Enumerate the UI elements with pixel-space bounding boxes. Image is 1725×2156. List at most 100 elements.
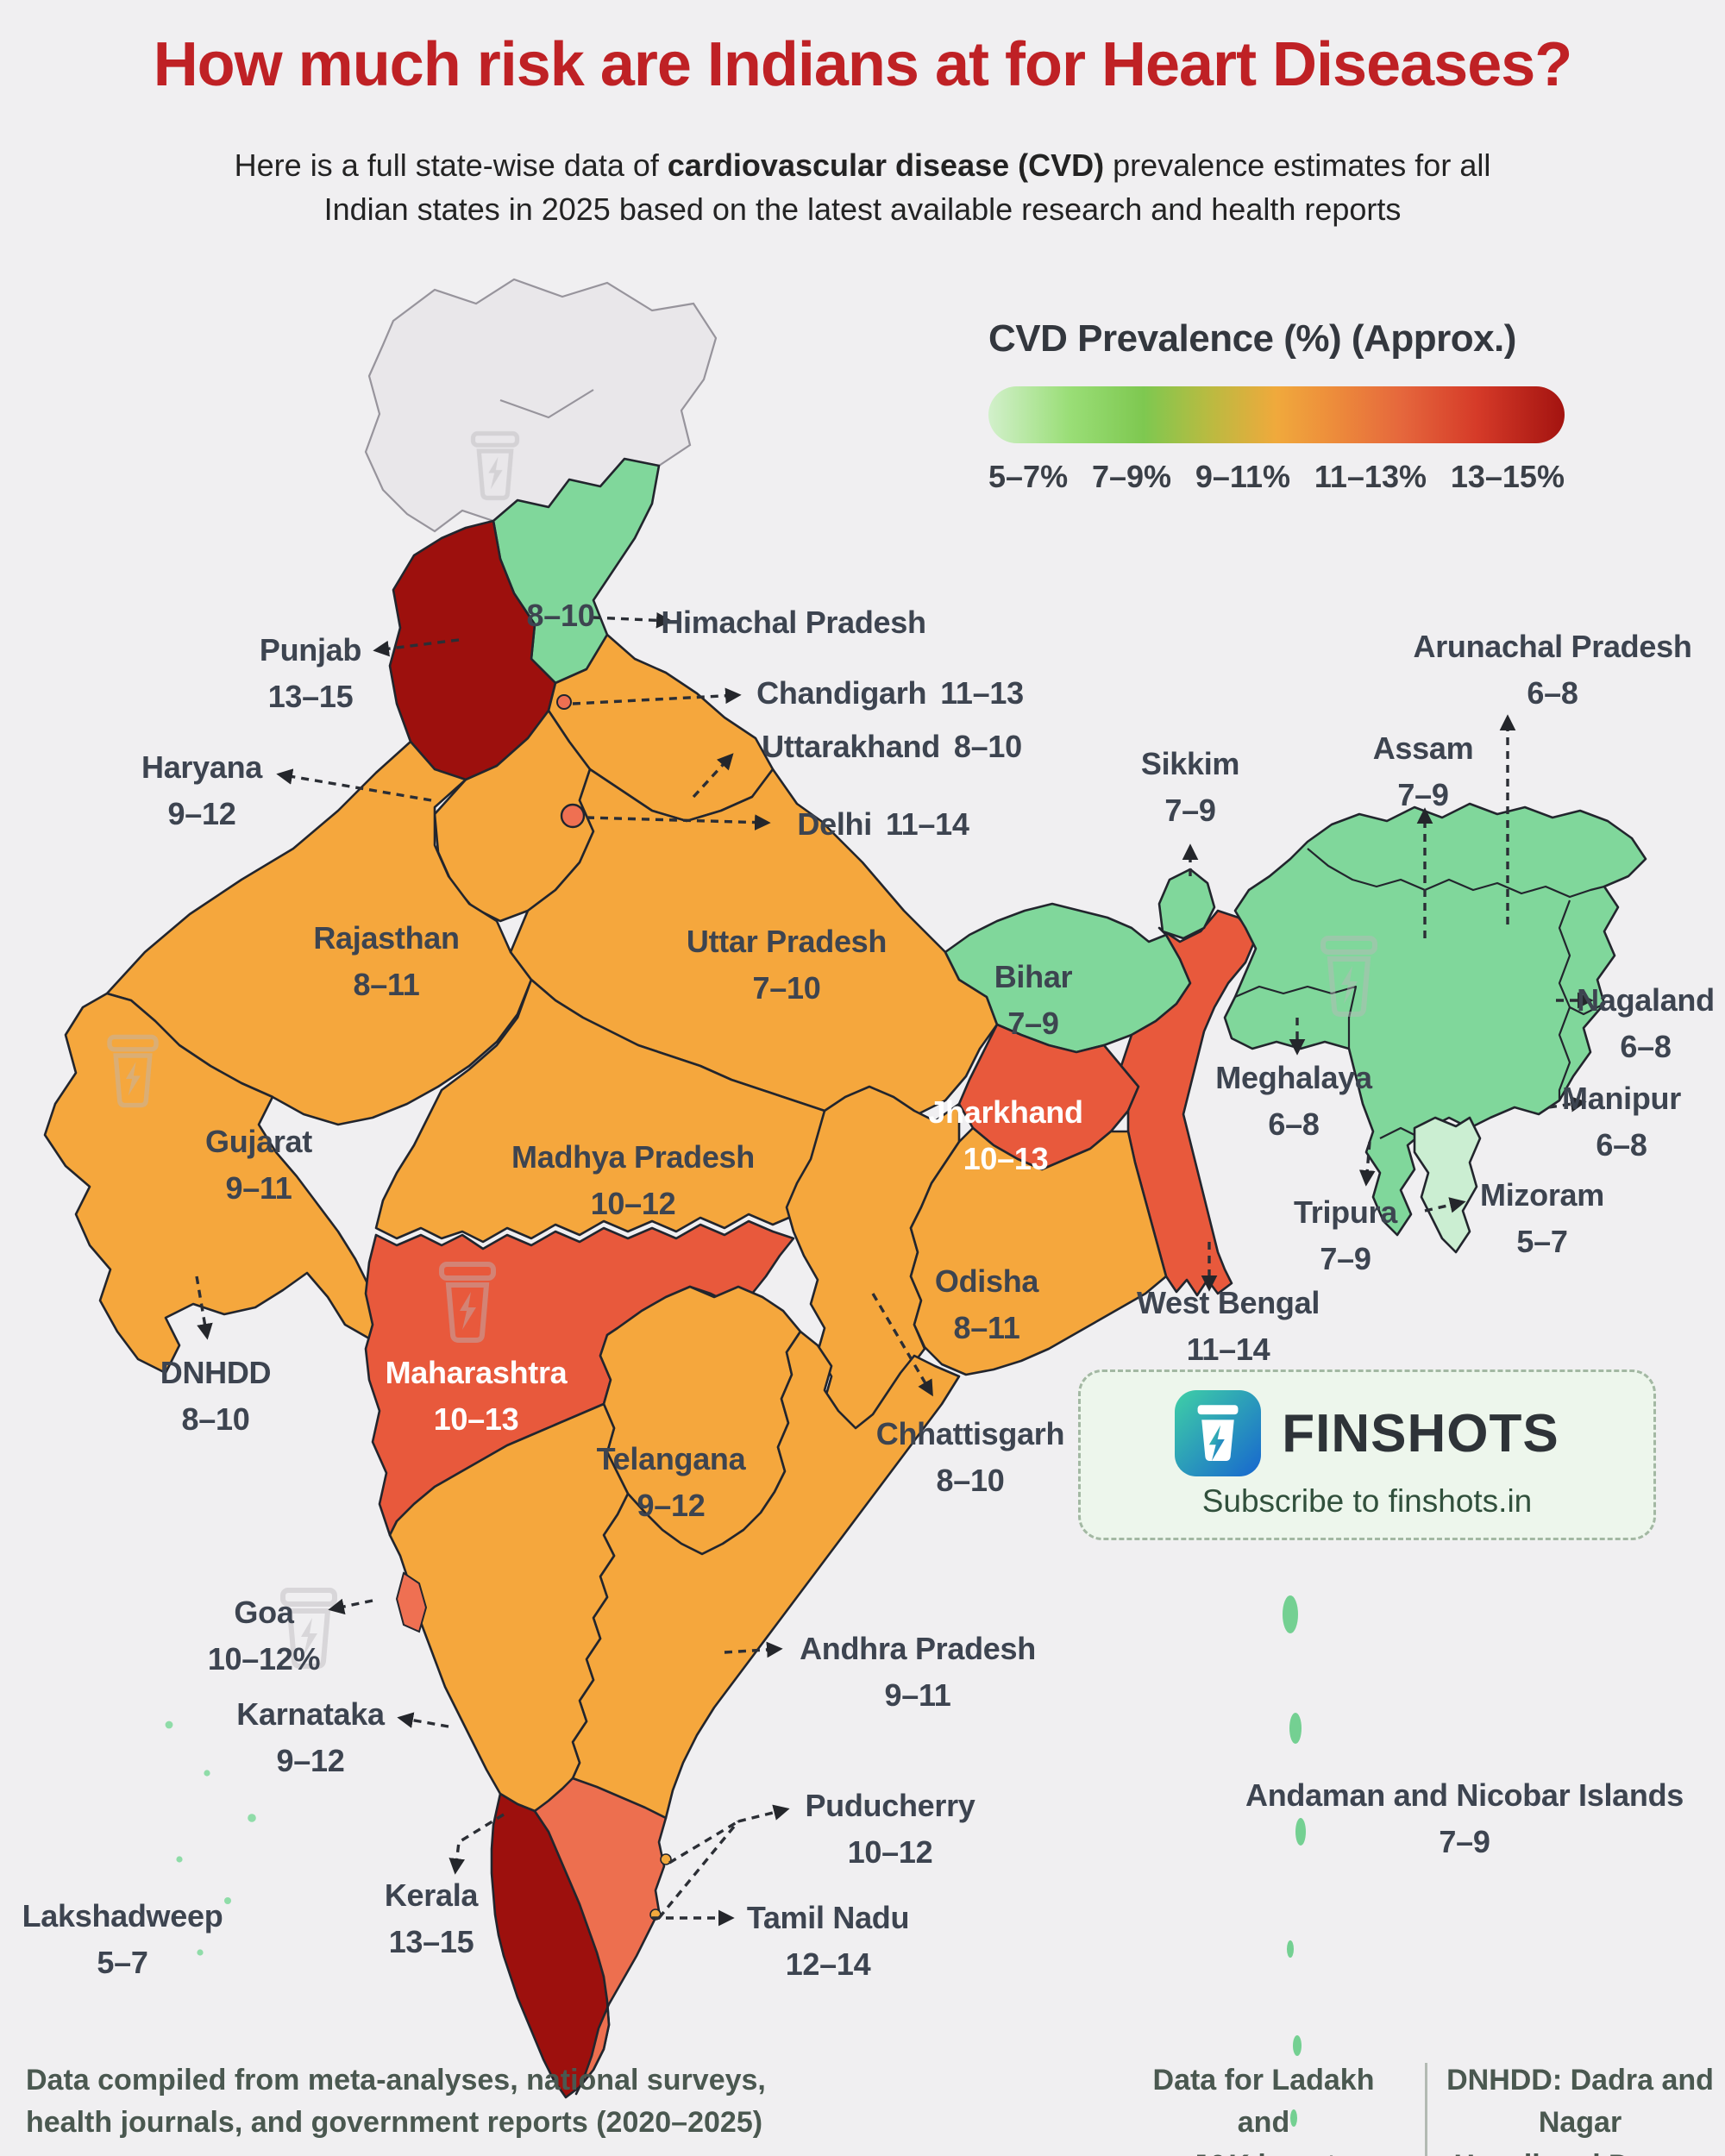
state-name: Andaman and Nicobar Islands (1245, 1777, 1684, 1813)
state-value: 10–12 (590, 1186, 676, 1221)
leader-uttarakhand (692, 753, 734, 799)
leader-andhra (724, 1641, 783, 1658)
border-arunachal-assam (1307, 848, 1605, 899)
finshots-logo-icon (1175, 1390, 1262, 1476)
state-value: 7–9 (1439, 1824, 1490, 1859)
state-name: Bihar (994, 959, 1073, 994)
state-value: 6–8 (1596, 1127, 1647, 1163)
leader-puducherry (737, 1804, 790, 1823)
state-value: 8–11 (953, 1310, 1020, 1345)
subscribe-link[interactable]: Subscribe to finshots.in (1201, 1483, 1533, 1519)
label-rajasthan: Rajasthan 8–11 (313, 915, 460, 1008)
state-name: Punjab (259, 632, 362, 667)
leader-puducherry-a (668, 1820, 739, 1865)
state-name: Maharashtra (385, 1355, 568, 1390)
state-value: 9–12 (637, 1488, 706, 1523)
label-arunachal-pradesh: Arunachal Pradesh 6–8 (1413, 624, 1691, 717)
state-value: 9–12 (276, 1743, 345, 1778)
footer-source-line1: Data compiled from meta-analyses, nation… (26, 2064, 766, 2096)
finshots-card: FINSHOTS Subscribe to finshots.in (1078, 1369, 1656, 1540)
state-value: 6–8 (1527, 675, 1578, 711)
state-value: 6–8 (1620, 1029, 1672, 1064)
label-puducherry: Puducherry 10–12 (805, 1783, 975, 1876)
state-value: 10–13 (433, 1401, 519, 1437)
finshots-wordmark: FINSHOTS (1282, 1403, 1559, 1463)
state-value: 9–11 (225, 1170, 292, 1206)
state-value: 8–10 (953, 729, 1022, 764)
state-mizoram (1413, 1116, 1482, 1254)
territory-delhi (560, 803, 586, 829)
label-chandigarh: Chandigarh 11–13 (756, 670, 1024, 717)
leader-karnataka (397, 1712, 449, 1728)
label-delhi: Delhi 11–14 (797, 801, 969, 848)
state-value: 8–10 (526, 598, 595, 633)
state-name: Chhattisgarh (875, 1416, 1065, 1451)
label-andhra-pradesh: Andhra Pradesh 9–11 (800, 1626, 1036, 1719)
leader-kerala (448, 1813, 505, 1875)
lakshadweep-islands (165, 1720, 256, 1956)
state-name: Delhi (797, 806, 872, 842)
leader-dnhdd (195, 1275, 213, 1340)
label-gujarat: Gujarat 9–11 (205, 1119, 312, 1212)
label-bihar: Bihar 7–9 (994, 954, 1073, 1047)
state-name: Mizoram (1480, 1177, 1604, 1213)
state-name: Assam (1372, 730, 1474, 766)
border-nagaland (1558, 899, 1571, 1008)
state-name: Tripura (1294, 1194, 1397, 1230)
legend-gradient-bar (988, 386, 1565, 443)
state-value: 7–9 (1007, 1006, 1059, 1041)
state-tamil-nadu (533, 1777, 668, 2096)
state-west-bengal (1120, 909, 1258, 1297)
state-name: Himachal Pradesh (661, 605, 926, 640)
state-name: Odisha (934, 1263, 1039, 1299)
label-meghalaya: Meghalaya 6–8 (1215, 1055, 1372, 1148)
state-name: DNHDD (160, 1355, 272, 1390)
state-value: 7–9 (1320, 1241, 1371, 1276)
state-name: Goa (234, 1595, 294, 1630)
state-value: 5–7 (97, 1945, 148, 1980)
state-value: 7–9 (1397, 777, 1449, 812)
subtitle-prefix: Here is a full state-wise data of (234, 147, 668, 183)
state-value: 9–11 (884, 1677, 951, 1713)
label-mizoram: Mizoram 5–7 (1480, 1172, 1604, 1265)
label-lakshadweep: Lakshadweep 5–7 (22, 1893, 223, 1986)
label-nagaland: Nagaland 6–8 (1577, 977, 1715, 1070)
label-maharashtra: Maharashtra 10–13 (386, 1350, 568, 1443)
state-gujarat (43, 992, 381, 1375)
label-sikkim: Sikkim 7–9 (1141, 741, 1240, 834)
label-chhattisgarh: Chhattisgarh 8–10 (875, 1411, 1065, 1504)
label-haryana: Haryana 9–12 (141, 744, 262, 837)
subtitle-bold: cardiovascular disease (CVD) (667, 147, 1105, 183)
territory-goa (395, 1571, 428, 1633)
state-value: 8–10 (181, 1401, 250, 1437)
leader-manipur (1548, 1095, 1587, 1112)
state-value: 12–14 (785, 1946, 871, 1982)
label-madhya-pradesh: Madhya Pradesh 10–12 (511, 1134, 755, 1227)
state-name: Tamil Nadu (746, 1900, 910, 1935)
state-name: Arunachal Pradesh (1413, 629, 1692, 664)
state-name: West Bengal (1136, 1285, 1320, 1320)
state-name: Madhya Pradesh (511, 1139, 755, 1175)
state-name: Kerala (384, 1877, 479, 1913)
state-name: Uttarakhand (762, 729, 940, 764)
label-goa: Goa 10–12% (208, 1589, 321, 1683)
leader-chhattisgarh (871, 1293, 933, 1397)
state-odisha (909, 1126, 1168, 1376)
state-jammu-kashmir-ladakh (364, 278, 718, 533)
legend: CVD Prevalence (%) (Approx.) 5–7% 7–9% 9… (988, 317, 1565, 495)
state-northeast-region (1223, 802, 1647, 1237)
state-madhya-pradesh (374, 978, 844, 1244)
footer-note1-line1: Data for Ladakh and (1152, 2064, 1375, 2140)
states-layer (43, 278, 1647, 2099)
legend-tick: 9–11% (1195, 459, 1290, 494)
leader-goa (328, 1598, 373, 1615)
label-andaman-nicobar: Andaman and Nicobar Islands 7–9 (1245, 1772, 1684, 1865)
footer-note1-line2: J&K is not available (1130, 2145, 1397, 2156)
state-karnataka (388, 1402, 630, 1813)
footer-note-ladakh-jk: Data for Ladakh and J&K is not available (1130, 2059, 1397, 2156)
state-name: Telangana (596, 1441, 746, 1476)
state-name: Nagaland (1577, 982, 1715, 1018)
footer-source-line2: health journals, and government reports … (26, 2106, 763, 2140)
label-himachal-name: Himachal Pradesh (661, 599, 926, 646)
